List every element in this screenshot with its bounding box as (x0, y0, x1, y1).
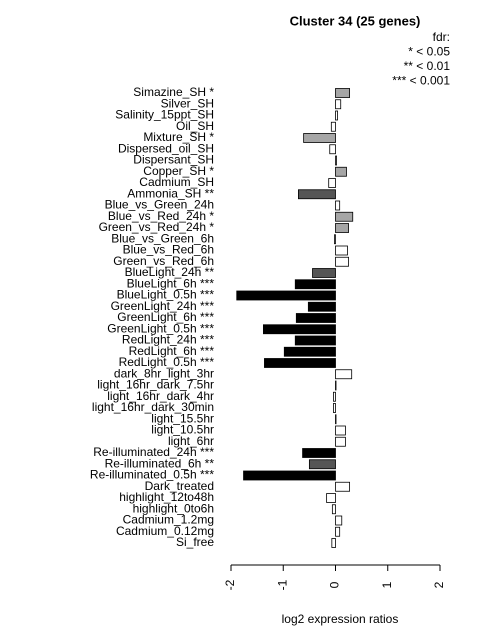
bar (335, 245, 348, 256)
x-axis-label: log2 expression ratios (282, 612, 399, 626)
bar (334, 234, 336, 245)
bar (335, 223, 349, 233)
bar (326, 493, 336, 503)
category-label: Silver_SH (161, 96, 214, 110)
category-label: Blue_vs_Red_24h * (108, 209, 214, 223)
bar (294, 279, 336, 290)
bar (298, 189, 336, 200)
bar (331, 504, 336, 515)
category-label: Si_free (176, 535, 214, 549)
bar (335, 88, 351, 98)
category-label: Copper_SH * (143, 164, 214, 178)
category-label: Mixture_SH * (143, 130, 214, 144)
category-label: BlueLight_6h *** (127, 276, 215, 290)
bar (335, 155, 337, 166)
x-tick-label: -1 (275, 579, 289, 590)
legend-text: *** < 0.001 (392, 74, 450, 88)
category-label: Re-illuminated_24h *** (93, 445, 214, 459)
bar (335, 256, 349, 267)
category-label: GreenLight_6h *** (117, 310, 214, 324)
category-label: BlueLight_0.5h *** (117, 288, 215, 302)
bar (335, 526, 341, 537)
legend-text: ** < 0.01 (404, 59, 451, 73)
bar (302, 448, 336, 458)
category-label: Green_vs_Red_24h * (99, 220, 215, 234)
category-label: light_16hr_dark_30min (92, 400, 214, 414)
category-label: Dispersed_oil_SH (118, 141, 214, 155)
category-label: highlight_12to48h (119, 490, 214, 504)
x-tick-label: 1 (380, 581, 394, 588)
category-label: Simazine_SH * (133, 85, 214, 99)
category-label: Cadmium_1.2mg (123, 513, 214, 527)
category-label: light_15.5hr (151, 411, 214, 425)
bar (307, 301, 336, 312)
category-label: RedLight_0.5h *** (119, 355, 215, 369)
bar (335, 200, 341, 211)
bar (335, 425, 346, 436)
bar (303, 133, 336, 143)
category-label: Dispersant_SH (133, 153, 214, 167)
category-label: GreenLight_0.5h *** (107, 321, 214, 335)
bar (328, 178, 336, 188)
bar (264, 358, 336, 368)
category-label: GreenLight_24h *** (111, 299, 215, 313)
category-label: Blue_vs_Green_6h (111, 231, 214, 245)
x-tick-label: 2 (432, 581, 446, 588)
category-label: Blue_vs_Green_24h (105, 198, 214, 212)
bar (335, 436, 346, 447)
legend-text: * < 0.05 (408, 45, 450, 59)
category-label: Dark_treated (145, 479, 214, 493)
category-label: Cadmium_SH (139, 175, 214, 189)
bar (335, 211, 354, 222)
category-label: Green_vs_Red_6h (113, 254, 214, 268)
bar (335, 369, 353, 380)
bar (330, 121, 336, 132)
bar (333, 391, 336, 402)
bar (335, 110, 338, 121)
bar (333, 403, 336, 413)
bar (335, 481, 351, 492)
legend-text: fdr: (433, 30, 450, 44)
category-label: light_16hr_dark_4hr (107, 389, 214, 403)
bar (335, 380, 337, 391)
category-label: Oil_SH (176, 119, 214, 133)
category-label: RedLight_6h *** (129, 344, 215, 358)
category-label: Re-illuminated_0.5h *** (90, 468, 214, 482)
category-label: Blue_vs_Red_6h (123, 243, 214, 257)
bar (295, 313, 336, 323)
x-tick-label: 0 (328, 581, 342, 588)
bar (331, 538, 336, 548)
bar (262, 324, 336, 335)
bar (335, 414, 337, 425)
category-label: Salinity_15ppt_SH (115, 108, 214, 122)
bar (329, 144, 336, 155)
category-label: BlueLight_24h ** (125, 265, 215, 279)
category-label: Re-illuminated_6h ** (105, 456, 215, 470)
bar (335, 515, 343, 526)
x-tick-label: -2 (223, 579, 237, 590)
category-label: light_10.5hr (151, 423, 214, 437)
category-label: dark_8hr_light_3hr (114, 366, 214, 380)
category-label: RedLight_24h *** (122, 333, 214, 347)
bar (335, 166, 347, 177)
bar (243, 470, 336, 481)
chart-title: Cluster 34 (25 genes) (290, 13, 421, 28)
category-label: Ammonia_SH ** (127, 186, 214, 200)
category-label: Cadmium_0.12mg (116, 524, 214, 538)
bar (294, 335, 336, 346)
category-label: highlight_0to6h (133, 501, 214, 515)
category-label: light_6hr (168, 434, 214, 448)
bar (308, 459, 336, 470)
bar (335, 99, 342, 110)
category-label: light_16hr_dark_7.5hr (97, 378, 214, 392)
bar (283, 346, 336, 357)
bar (236, 290, 336, 301)
bar (312, 268, 336, 278)
